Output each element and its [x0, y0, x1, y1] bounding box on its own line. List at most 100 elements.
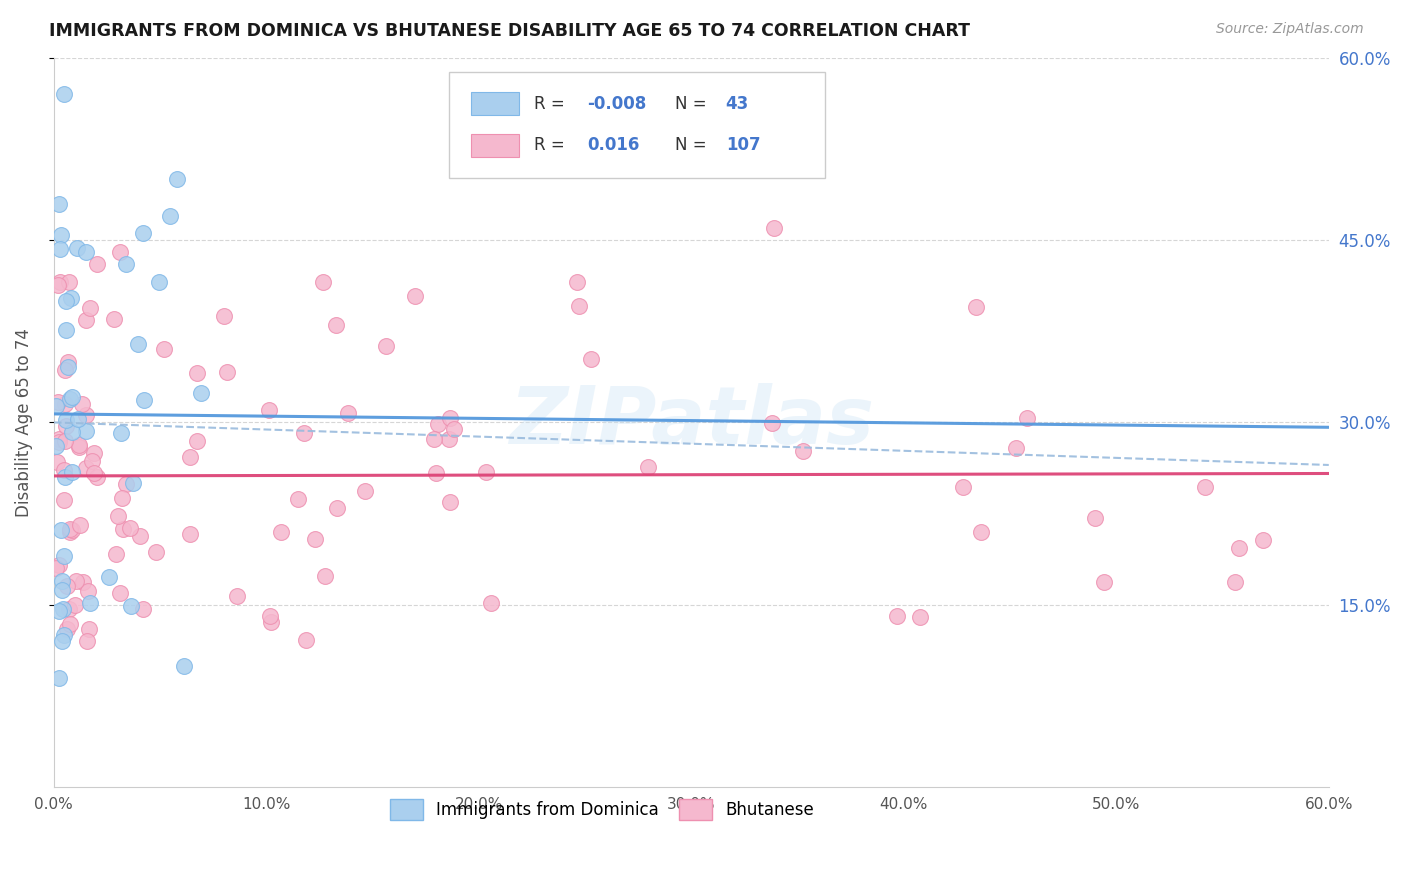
Point — [72, 397, 94, 411]
Point — [107, 509, 129, 524]
Text: 0.016: 0.016 — [586, 136, 640, 154]
Point — [45, 439, 67, 453]
Point — [51, 582, 73, 597]
Point — [294, 633, 316, 648]
Point — [65, 574, 87, 589]
Point — [326, 500, 349, 515]
Point — [53, 492, 76, 507]
Point — [259, 608, 281, 623]
Point — [1005, 441, 1028, 455]
Point — [952, 479, 974, 493]
Point — [145, 545, 167, 559]
Point — [58, 602, 80, 616]
Point — [53, 397, 76, 411]
Point — [67, 440, 90, 454]
Point — [423, 433, 446, 447]
Point — [443, 422, 465, 436]
Point — [190, 386, 212, 401]
Point — [51, 633, 73, 648]
Point — [59, 616, 82, 631]
Point — [1015, 411, 1038, 425]
Point — [114, 257, 136, 271]
Point — [439, 495, 461, 509]
Point — [127, 337, 149, 351]
Point — [122, 476, 145, 491]
Bar — [471, 92, 519, 115]
Point — [45, 399, 67, 413]
Point — [49, 228, 72, 243]
Point — [80, 454, 103, 468]
Point — [225, 590, 247, 604]
Point — [77, 622, 100, 636]
Point — [908, 610, 931, 624]
Point — [66, 412, 89, 426]
Point — [75, 313, 97, 327]
Point — [76, 634, 98, 648]
Point — [48, 604, 70, 618]
Point — [56, 354, 79, 368]
Point — [72, 575, 94, 590]
Point — [79, 596, 101, 610]
Point — [179, 450, 201, 464]
Point — [1223, 574, 1246, 589]
Text: 107: 107 — [725, 136, 761, 154]
Point — [354, 484, 377, 499]
FancyBboxPatch shape — [449, 72, 825, 178]
Text: R =: R = — [534, 136, 571, 154]
Point — [762, 220, 785, 235]
Bar — [471, 134, 519, 157]
Point — [217, 365, 239, 379]
Point — [1227, 541, 1250, 555]
Point — [1084, 511, 1107, 525]
Point — [886, 608, 908, 623]
Point — [1251, 533, 1274, 547]
Point — [111, 491, 134, 505]
Point — [59, 522, 82, 536]
Point — [761, 416, 783, 430]
Point — [314, 568, 336, 582]
Point — [75, 409, 97, 423]
Point — [49, 275, 72, 289]
Point — [60, 425, 83, 439]
Point — [52, 463, 75, 477]
Point — [56, 579, 79, 593]
Point — [48, 432, 70, 446]
Point — [60, 465, 83, 479]
Point — [55, 412, 77, 426]
Point — [48, 242, 70, 256]
Point — [110, 585, 132, 599]
Point — [69, 517, 91, 532]
Text: N =: N = — [675, 95, 711, 112]
Point — [55, 419, 77, 434]
Point — [111, 522, 134, 536]
Point — [1094, 574, 1116, 589]
Point — [56, 622, 79, 636]
Text: IMMIGRANTS FROM DOMINICA VS BHUTANESE DISABILITY AGE 65 TO 74 CORRELATION CHART: IMMIGRANTS FROM DOMINICA VS BHUTANESE DI… — [49, 22, 970, 40]
Point — [52, 602, 75, 616]
Point — [79, 301, 101, 315]
Point — [110, 245, 132, 260]
Point — [437, 432, 460, 446]
Point — [55, 293, 77, 308]
Point — [212, 309, 235, 323]
Point — [260, 615, 283, 629]
Point — [110, 425, 132, 440]
Y-axis label: Disability Age 65 to 74: Disability Age 65 to 74 — [15, 328, 32, 516]
Point — [75, 425, 97, 439]
Point — [46, 277, 69, 292]
Point — [75, 245, 97, 260]
Point — [375, 339, 398, 353]
Point — [53, 469, 76, 483]
Legend: Immigrants from Dominica, Bhutanese: Immigrants from Dominica, Bhutanese — [382, 793, 821, 826]
Point — [53, 363, 76, 377]
Point — [568, 299, 591, 313]
Point — [120, 599, 142, 614]
Text: 43: 43 — [725, 95, 749, 112]
Point — [304, 532, 326, 546]
Point — [66, 241, 89, 255]
Point — [63, 598, 86, 612]
Point — [425, 466, 447, 480]
Point — [312, 276, 335, 290]
Point — [55, 323, 77, 337]
Point — [970, 525, 993, 540]
